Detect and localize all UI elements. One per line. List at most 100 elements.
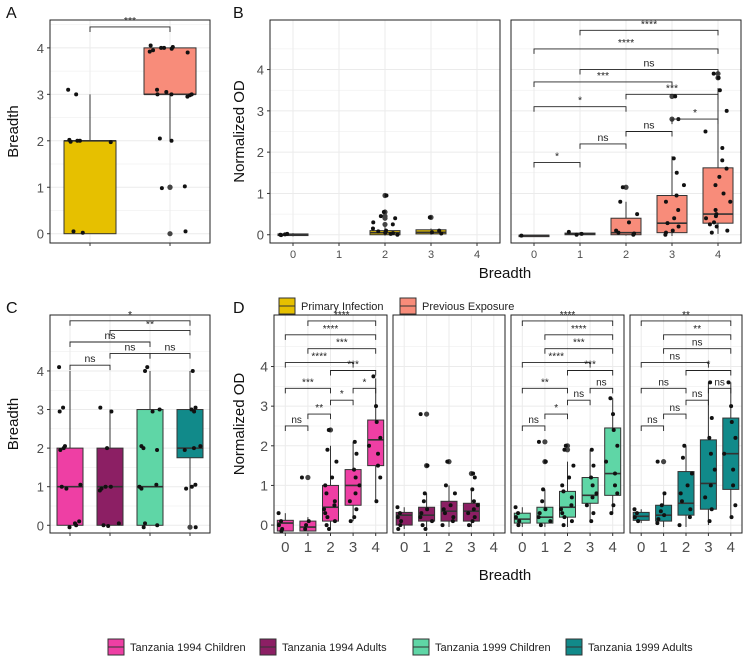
data-point (724, 166, 729, 171)
box-iqr (610, 217, 642, 236)
data-point (352, 467, 357, 472)
data-point (323, 511, 328, 516)
data-point (397, 511, 402, 516)
data-point (145, 365, 150, 370)
box-iqr (699, 439, 717, 510)
legend-label: Tanzania 1994 Children (130, 642, 246, 654)
data-point (680, 455, 685, 460)
panel-b-right-xtick-label: 1 (577, 249, 583, 261)
data-point (631, 232, 636, 237)
data-point (155, 448, 160, 453)
panel-c-sig-bracket (69, 320, 191, 326)
data-point (57, 365, 62, 370)
panel-d1-ytick-label: 3 (260, 398, 268, 414)
panel-d4-sig-bracket (640, 362, 709, 368)
outlier-point (305, 474, 311, 481)
data-point (677, 523, 682, 528)
panel-b-right-sig-bracket (579, 143, 627, 149)
data-point (68, 139, 73, 144)
panel-c-sig-bracket (149, 353, 191, 359)
data-point (536, 515, 541, 520)
panel-a-sig-label: *** (124, 15, 136, 27)
panel-d1-sig-bracket (307, 413, 331, 420)
data-point (143, 368, 148, 373)
data-point (445, 459, 450, 464)
panel-d4-xtick-label: 0 (637, 539, 645, 556)
data-point (562, 447, 567, 452)
panel-d1-sig-bracket (330, 399, 354, 406)
panel-d1-box-1 (299, 474, 317, 532)
data-point (594, 491, 599, 496)
panel-d1-sig-label: ns (291, 415, 302, 426)
panel-d2-xtick-label: 1 (422, 539, 430, 556)
panel-d3-sig-bracket (589, 387, 614, 394)
data-point (162, 45, 167, 50)
panel-b-left-xtick-label: 1 (336, 249, 342, 261)
data-point (185, 94, 190, 99)
data-point (591, 511, 596, 516)
panel-d1-sig-bracket (284, 362, 354, 368)
outlier-point (382, 221, 388, 228)
data-point (105, 446, 110, 451)
data-point (147, 49, 152, 54)
data-point (604, 459, 609, 464)
data-point (685, 483, 690, 488)
data-point (378, 435, 383, 440)
panel-d3-sig-label: * (554, 403, 558, 414)
data-point (109, 409, 114, 414)
data-point (192, 409, 197, 414)
data-point (618, 199, 623, 204)
data-point (376, 229, 381, 234)
data-point (421, 499, 426, 504)
data-point (353, 475, 358, 480)
outlier-point (187, 524, 193, 530)
data-point (513, 505, 518, 510)
data-point (142, 521, 147, 526)
data-point (384, 193, 389, 198)
data-point (430, 519, 435, 524)
data-point (103, 484, 108, 489)
data-point (98, 405, 103, 410)
panel-d4-sig-bracket (685, 399, 709, 406)
panel-b-left-ytick-label: 4 (257, 63, 264, 78)
data-point (390, 222, 395, 227)
panel-d4-box-3 (699, 380, 717, 526)
panel-d3-xtick-label: 4 (609, 539, 617, 556)
data-point (663, 232, 668, 237)
data-point (371, 220, 376, 225)
data-point (721, 191, 726, 196)
data-point (155, 523, 160, 528)
data-point (75, 138, 80, 143)
data-point (354, 451, 359, 456)
data-point (616, 230, 621, 235)
panel-b-left-xtick-label: 3 (428, 249, 434, 261)
data-point (299, 475, 304, 480)
box-iqr (63, 140, 117, 235)
data-point (717, 174, 722, 179)
panel-d4-box-4 (722, 380, 740, 520)
data-point (322, 507, 327, 512)
panel-d4-sig-bracket (663, 334, 732, 340)
panel-b-right-sig-label: * (693, 107, 697, 119)
data-point (378, 214, 383, 219)
data-point (57, 409, 62, 414)
data-point (561, 523, 566, 528)
outlier-point (542, 439, 548, 445)
data-point (536, 439, 541, 444)
data-point (590, 483, 595, 488)
data-point (519, 233, 524, 238)
data-point (656, 517, 661, 522)
panel-d1-sig-bracket (352, 387, 377, 394)
data-point (184, 486, 189, 491)
panel-d3-xtick-label: 3 (586, 539, 594, 556)
data-point (658, 509, 663, 514)
data-point (608, 396, 613, 401)
data-point (703, 495, 708, 500)
panel-d3-sig-bracket (521, 387, 568, 394)
data-point (729, 404, 734, 409)
data-point (141, 525, 146, 530)
data-point (713, 214, 718, 219)
data-point (626, 220, 631, 225)
data-point (108, 140, 113, 145)
